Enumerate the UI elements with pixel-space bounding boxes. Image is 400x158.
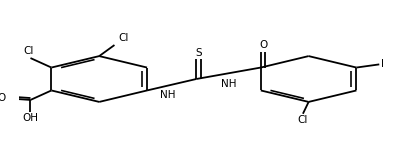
Text: O: O <box>259 40 267 50</box>
Text: I: I <box>381 59 384 69</box>
Text: O: O <box>0 93 6 103</box>
Text: S: S <box>195 48 202 58</box>
Text: OH: OH <box>22 113 38 123</box>
Text: Cl: Cl <box>118 33 129 43</box>
Text: Cl: Cl <box>298 115 308 125</box>
Text: NH: NH <box>160 90 176 100</box>
Text: Cl: Cl <box>23 46 34 56</box>
Text: NH: NH <box>221 79 236 89</box>
